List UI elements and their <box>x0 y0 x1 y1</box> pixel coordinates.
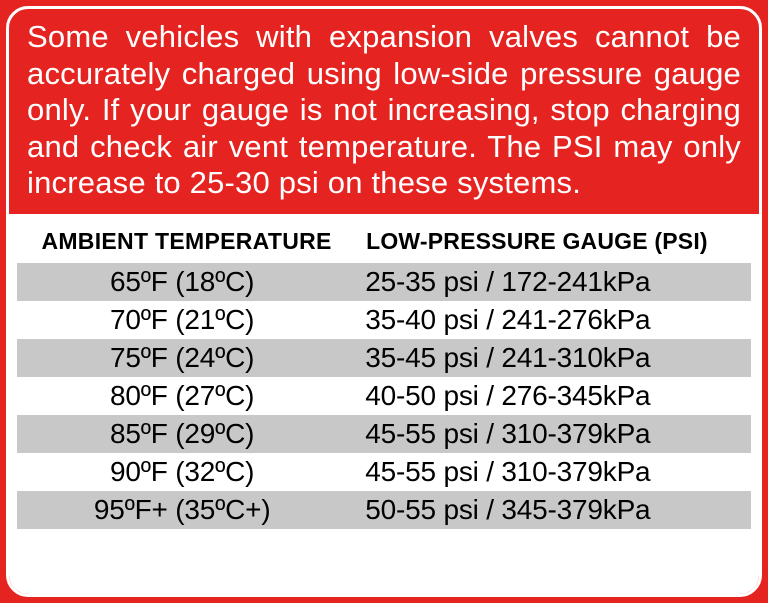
table-row: 75ºF (24ºC) 35-45 psi / 241-310kPa <box>17 339 751 377</box>
table-row: 90ºF (32ºC) 45-55 psi / 310-379kPa <box>17 453 751 491</box>
temp-cell: 95ºF+ (35ºC+) <box>17 494 347 526</box>
temp-cell: 75ºF (24ºC) <box>17 342 347 374</box>
table-header-row: AMBIENT TEMPERATURE LOW-PRESSURE GAUGE (… <box>17 226 751 263</box>
temp-cell: 80ºF (27ºC) <box>17 380 347 412</box>
pressure-cell: 35-45 psi / 241-310kPa <box>347 342 751 374</box>
pressure-cell: 40-50 psi / 276-345kPa <box>347 380 751 412</box>
header-low-pressure-gauge: LOW-PRESSURE GAUGE (PSI) <box>348 228 743 255</box>
temp-cell: 90ºF (32ºC) <box>17 456 347 488</box>
temp-cell: 70ºF (21ºC) <box>17 304 347 336</box>
table-row: 85ºF (29ºC) 45-55 psi / 310-379kPa <box>17 415 751 453</box>
table-row: 65ºF (18ºC) 25-35 psi / 172-241kPa <box>17 263 751 301</box>
header-ambient-temperature: AMBIENT TEMPERATURE <box>25 228 348 255</box>
table-body: 65ºF (18ºC) 25-35 psi / 172-241kPa 70ºF … <box>17 263 751 529</box>
table-row: 95ºF+ (35ºC+) 50-55 psi / 345-379kPa <box>17 491 751 529</box>
pressure-cell: 50-55 psi / 345-379kPa <box>347 494 751 526</box>
pressure-table: AMBIENT TEMPERATURE LOW-PRESSURE GAUGE (… <box>9 214 759 594</box>
pressure-cell: 45-55 psi / 310-379kPa <box>347 456 751 488</box>
temp-cell: 85ºF (29ºC) <box>17 418 347 450</box>
table-row: 80ºF (27ºC) 40-50 psi / 276-345kPa <box>17 377 751 415</box>
pressure-cell: 45-55 psi / 310-379kPa <box>347 418 751 450</box>
warning-text: Some vehicles with expansion valves cann… <box>9 9 759 214</box>
info-card: Some vehicles with expansion valves cann… <box>6 6 762 597</box>
temp-cell: 65ºF (18ºC) <box>17 266 347 298</box>
pressure-cell: 35-40 psi / 241-276kPa <box>347 304 751 336</box>
pressure-cell: 25-35 psi / 172-241kPa <box>347 266 751 298</box>
table-row: 70ºF (21ºC) 35-40 psi / 241-276kPa <box>17 301 751 339</box>
